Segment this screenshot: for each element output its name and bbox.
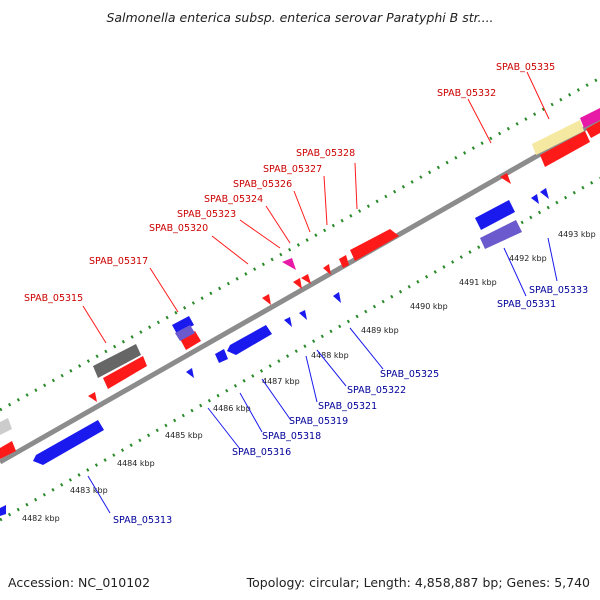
gene-feature[interactable]: [88, 392, 97, 402]
gene-feature[interactable]: [262, 294, 271, 305]
gene-feature[interactable]: [301, 274, 311, 284]
reverse-gene-labels[interactable]: SPAB_05313 SPAB_05316 SPAB_05318 SPAB_05…: [113, 285, 588, 526]
gene-feature[interactable]: [500, 173, 511, 184]
gene-feature[interactable]: [299, 310, 307, 320]
reverse-leader-lines: [87, 237, 558, 514]
scale-labels: 4482 kbp 4483 kbp 4484 kbp 4485 kbp 4486…: [22, 230, 596, 523]
gene-label[interactable]: SPAB_05325: [380, 369, 439, 380]
gene-feature[interactable]: [0, 418, 12, 435]
gene-label[interactable]: SPAB_05327: [263, 164, 322, 175]
forward-tick-track: [0, 76, 600, 412]
map-title: Salmonella enterica subsp. enterica sero…: [106, 10, 494, 25]
gene-feature[interactable]: [323, 264, 331, 275]
scale-label: 4485 kbp: [165, 431, 203, 440]
scale-label: 4483 kbp: [70, 486, 108, 495]
gene-feature[interactable]: [540, 131, 590, 167]
gene-feature[interactable]: [227, 325, 272, 355]
gene-label[interactable]: SPAB_05319: [289, 416, 348, 427]
gene-feature[interactable]: [282, 258, 296, 270]
forward-genes[interactable]: [0, 108, 600, 459]
scale-label: 4491 kbp: [459, 278, 497, 287]
gene-feature[interactable]: [175, 325, 195, 341]
gene-feature[interactable]: [103, 356, 147, 389]
scale-label: 4486 kbp: [213, 404, 251, 413]
scale-label: 4490 kbp: [410, 302, 448, 311]
forward-leader-lines: [82, 71, 550, 344]
gene-feature[interactable]: [532, 120, 584, 155]
scale-label: 4488 kbp: [311, 351, 349, 360]
scale-label: 4487 kbp: [262, 377, 300, 386]
gene-label[interactable]: SPAB_05323: [177, 209, 236, 220]
gene-feature[interactable]: [475, 200, 515, 230]
scale-label: 4484 kbp: [117, 459, 155, 468]
gene-feature[interactable]: [172, 316, 194, 334]
scale-label: 4482 kbp: [22, 514, 60, 523]
genome-summary: Topology: circular; Length: 4,858,887 bp…: [246, 575, 590, 590]
gene-feature[interactable]: [339, 255, 349, 268]
accession-label: Accession: NC_010102: [8, 575, 151, 590]
gene-label[interactable]: SPAB_05321: [318, 401, 377, 412]
gene-label[interactable]: SPAB_05324: [204, 194, 263, 205]
gene-feature[interactable]: [180, 331, 201, 350]
gene-feature[interactable]: [540, 188, 549, 199]
gene-feature[interactable]: [215, 349, 228, 363]
gene-label[interactable]: SPAB_05313: [113, 515, 172, 526]
gene-feature[interactable]: [0, 505, 6, 516]
gene-feature[interactable]: [350, 229, 399, 261]
gene-feature[interactable]: [93, 344, 141, 378]
gene-label[interactable]: SPAB_05331: [497, 299, 556, 310]
gene-label[interactable]: SPAB_05335: [496, 62, 555, 73]
scale-label: 4493 kbp: [558, 230, 596, 239]
gene-label[interactable]: SPAB_05320: [149, 223, 208, 234]
gene-label[interactable]: SPAB_05318: [262, 431, 321, 442]
gene-label[interactable]: SPAB_05328: [296, 148, 355, 159]
gene-feature[interactable]: [580, 108, 600, 128]
gene-label[interactable]: SPAB_05317: [89, 256, 148, 267]
gene-label[interactable]: SPAB_05333: [529, 285, 588, 296]
scale-label: 4492 kbp: [509, 254, 547, 263]
gene-feature[interactable]: [333, 292, 341, 303]
gene-feature[interactable]: [586, 121, 600, 138]
gene-label[interactable]: SPAB_05332: [437, 88, 496, 99]
gene-feature[interactable]: [531, 194, 539, 204]
gene-feature[interactable]: [293, 278, 302, 289]
gene-feature[interactable]: [33, 420, 104, 465]
forward-gene-labels[interactable]: SPAB_05315 SPAB_05317 SPAB_05320 SPAB_05…: [24, 62, 555, 304]
scale-label: 4489 kbp: [361, 326, 399, 335]
gene-label[interactable]: SPAB_05326: [233, 179, 292, 190]
gene-label[interactable]: SPAB_05316: [232, 447, 291, 458]
gene-label[interactable]: SPAB_05315: [24, 293, 83, 304]
gene-feature[interactable]: [186, 368, 194, 378]
gene-feature[interactable]: [480, 220, 522, 249]
gene-feature[interactable]: [284, 317, 292, 327]
reverse-genes[interactable]: [0, 188, 549, 516]
gene-feature[interactable]: [0, 441, 16, 459]
gene-label[interactable]: SPAB_05322: [347, 385, 406, 396]
